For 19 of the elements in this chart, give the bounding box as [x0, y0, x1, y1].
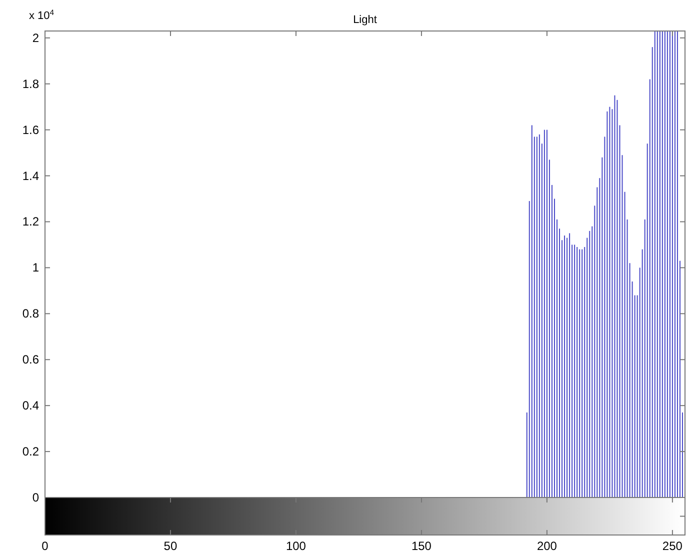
- x-tick-label: 0: [42, 539, 49, 553]
- y-tick-label: 1.6: [22, 122, 40, 137]
- y-tick-label: 1.4: [22, 168, 40, 183]
- y-tick-label: 1.2: [22, 214, 40, 229]
- x-tick-label: 200: [536, 539, 558, 553]
- x-tick-label: 250: [662, 539, 683, 553]
- x-tick-label: 50: [164, 539, 178, 553]
- y-tick-label: 1.8: [22, 76, 40, 91]
- text: x 10$^{4}$: [29, 8, 55, 22]
- y-tick-label: 0: [32, 490, 40, 504]
- x-tick-label: 100: [286, 539, 306, 553]
- y-tick-label: 2: [32, 30, 40, 45]
- x-tick-label: 150: [411, 539, 432, 553]
- chart-title: Light: [353, 14, 377, 26]
- y-tick-label: 0.4: [22, 398, 40, 413]
- y-tick-label: 1: [32, 260, 40, 275]
- y-tick-label: 0.6: [22, 352, 40, 367]
- y-tick-label: 0.2: [22, 444, 40, 459]
- y-tick-label: 0.8: [22, 306, 40, 321]
